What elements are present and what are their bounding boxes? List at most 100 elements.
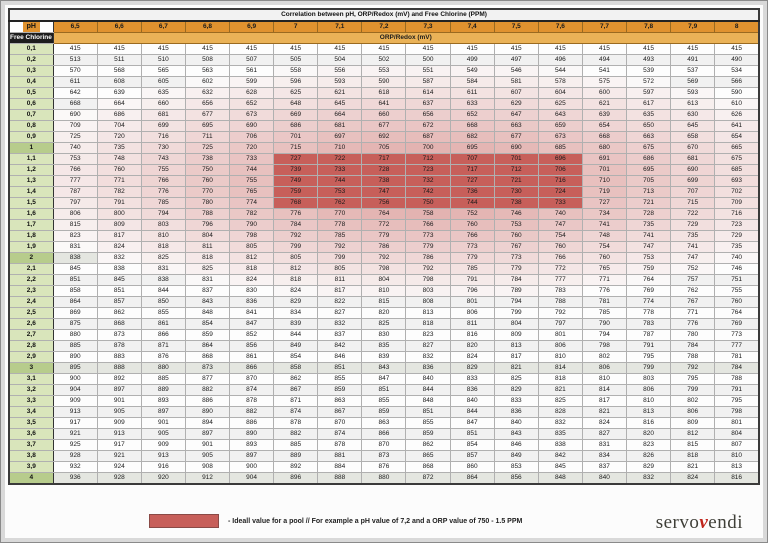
table-row: 2,3 858 851 844 837 830 824 817 810 803 796 789 783 7…: [8, 285, 760, 297]
chlorine-row-label: 4: [8, 472, 54, 485]
orp-cell: 813: [405, 307, 451, 319]
orp-cell: 785: [449, 263, 495, 275]
orp-cell: 812: [229, 252, 275, 264]
orp-cell: 786: [405, 252, 451, 264]
orp-cell: 878: [229, 395, 275, 407]
orp-cell: 490: [714, 54, 760, 66]
orp-cell: 802: [670, 395, 716, 407]
orp-cell: 790: [581, 318, 628, 330]
orp-cell: 664: [317, 109, 363, 121]
ph-column-header: 7,2: [361, 20, 407, 33]
orp-cell: 895: [52, 362, 98, 374]
orp-cell: 645: [670, 120, 716, 132]
orp-cell: 772: [537, 263, 583, 275]
orp-cell: 723: [405, 164, 451, 176]
orp-cell: 857: [449, 450, 495, 462]
orp-cell: 572: [626, 76, 672, 88]
orp-cell: 870: [317, 417, 363, 429]
orp-cell: 908: [184, 461, 231, 473]
orp-cell: 828: [537, 406, 583, 418]
logo-text-right: endi: [708, 512, 743, 533]
orp-cell: 932: [52, 461, 98, 473]
free-chlorine-header: Free Chlorine (PPM): [8, 32, 54, 44]
orp-cell: 613: [670, 98, 716, 110]
orp-cell: 681: [317, 120, 363, 132]
orp-cell: 812: [273, 263, 319, 275]
orp-cell: 717: [449, 164, 495, 176]
orp-cell: 663: [626, 131, 672, 143]
orp-cell: 810: [361, 285, 407, 297]
orp-cell: 722: [670, 208, 716, 220]
orp-cell: 780: [670, 329, 716, 341]
orp-cell: 864: [52, 296, 98, 308]
orp-cell: 849: [493, 450, 539, 462]
orp-cell: 415: [626, 43, 672, 55]
orp-cell: 755: [714, 285, 760, 297]
orp-cell: 813: [626, 406, 672, 418]
orp-cell: 751: [714, 274, 760, 286]
orp-cell: 677: [184, 109, 231, 121]
orp-cell: 855: [405, 417, 451, 429]
orp-cell: 788: [184, 208, 231, 220]
orp-cell: 677: [493, 131, 539, 143]
orp-cell: 854: [273, 351, 319, 363]
orp-cell: 838: [537, 439, 583, 451]
orp-cell: 901: [140, 417, 186, 429]
orp-cell: 415: [537, 43, 583, 55]
orp-cell: 928: [52, 450, 98, 462]
table-row: 2,9 890 883 876 868 861 854 846 839 832 824 817 810 8…: [8, 351, 760, 363]
orp-cell: 818: [273, 274, 319, 286]
orp-cell: 799: [317, 252, 363, 264]
orp-cell: 787: [52, 186, 98, 198]
orp-cell: 766: [140, 175, 186, 187]
orp-cell: 838: [140, 274, 186, 286]
orp-cell: 749: [273, 175, 319, 187]
orp-cell: 854: [449, 439, 495, 451]
orp-cell: 848: [184, 307, 231, 319]
orp-cell: 851: [449, 428, 495, 440]
ideal-value-swatch: [149, 514, 219, 528]
orp-cell: 696: [537, 153, 583, 165]
orp-cell: 712: [405, 153, 451, 165]
orp-cell: 845: [96, 274, 142, 286]
orp-cell: 829: [449, 362, 495, 374]
orp-cell: 741: [670, 241, 716, 253]
orp-cell: 855: [361, 395, 407, 407]
orp-cell: 837: [317, 329, 363, 341]
orp-cell: 502: [361, 54, 407, 66]
servovendi-logo: servovendi: [656, 512, 743, 534]
orp-cell: 857: [96, 296, 142, 308]
orp-cell: 816: [714, 472, 760, 485]
chlorine-row-label: 3,6: [8, 428, 54, 440]
orp-cell: 741: [581, 219, 628, 231]
orp-cell: 813: [714, 461, 760, 473]
logo-v-mark: v: [699, 512, 709, 533]
orp-cell: 888: [317, 472, 363, 485]
orp-cell: 511: [96, 54, 142, 66]
chlorine-row-label: 2,5: [8, 307, 54, 319]
orp-cell: 785: [140, 197, 186, 209]
orp-cell: 832: [537, 417, 583, 429]
orp-cell: 845: [52, 263, 98, 275]
orp-cell: 584: [449, 76, 495, 88]
chlorine-row-label: 0,3: [8, 65, 54, 77]
orp-cell: 617: [626, 98, 672, 110]
table-row: 4 936 928 920 912 904 896 888 880 872 864 856 848 840…: [8, 472, 760, 485]
orp-cell: 803: [140, 219, 186, 231]
orp-cell: 905: [140, 428, 186, 440]
orp-cell: 817: [493, 351, 539, 363]
orp-cell: 709: [714, 197, 760, 209]
orp-cell: 493: [626, 54, 672, 66]
orp-cell: 886: [184, 395, 231, 407]
orp-cell: 786: [361, 241, 407, 253]
orp-cell: 863: [317, 395, 363, 407]
orp-cell: 888: [96, 362, 142, 374]
orp-cell: 904: [52, 384, 98, 396]
orp-cell: 880: [361, 472, 407, 485]
orp-cell: 850: [140, 296, 186, 308]
orp-cell: 877: [184, 373, 231, 385]
orp-cell: 893: [229, 439, 275, 451]
orp-cell: 641: [361, 98, 407, 110]
orp-cell: 748: [96, 153, 142, 165]
orp-cell: 866: [140, 329, 186, 341]
